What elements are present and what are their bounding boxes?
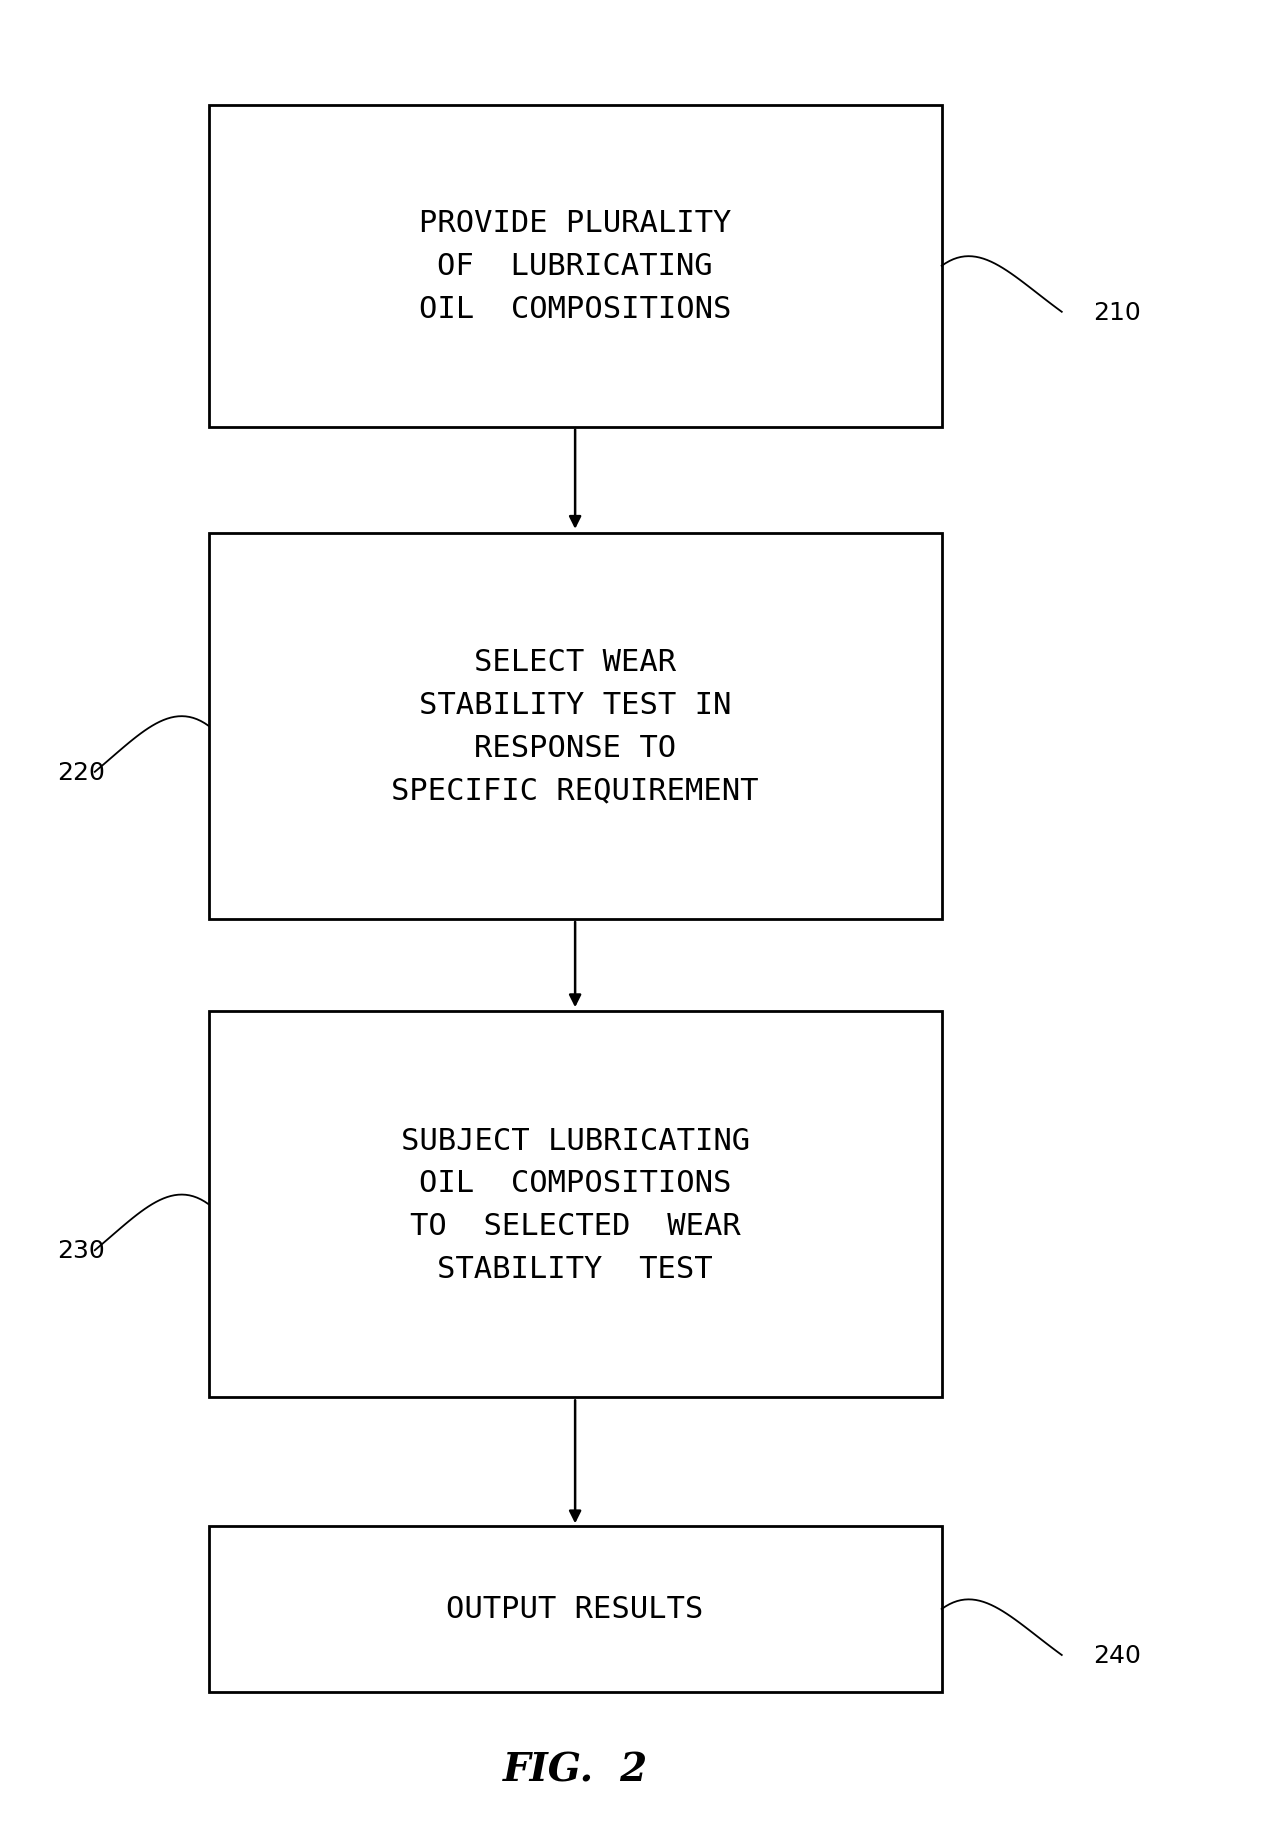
Text: 240: 240 [1093,1642,1141,1668]
Text: OUTPUT RESULTS: OUTPUT RESULTS [446,1594,704,1624]
Bar [209,105,942,427]
Text: SELECT WEAR
STABILITY TEST IN
RESPONSE TO
SPECIFIC REQUIREMENT: SELECT WEAR STABILITY TEST IN RESPONSE T… [392,647,758,805]
Text: PROVIDE PLURALITY
OF  LUBRICATING
OIL  COMPOSITIONS: PROVIDE PLURALITY OF LUBRICATING OIL COM… [418,210,732,324]
Bar [209,1011,942,1398]
Text: SUBJECT LUBRICATING
OIL  COMPOSITIONS
TO  SELECTED  WEAR
STABILITY  TEST: SUBJECT LUBRICATING OIL COMPOSITIONS TO … [401,1125,750,1284]
Text: 220: 220 [57,760,105,785]
Bar [209,533,942,920]
Bar [209,1526,942,1692]
Text: 230: 230 [57,1238,105,1263]
Text: FIG.  2: FIG. 2 [503,1751,647,1788]
Text: 210: 210 [1093,300,1141,326]
